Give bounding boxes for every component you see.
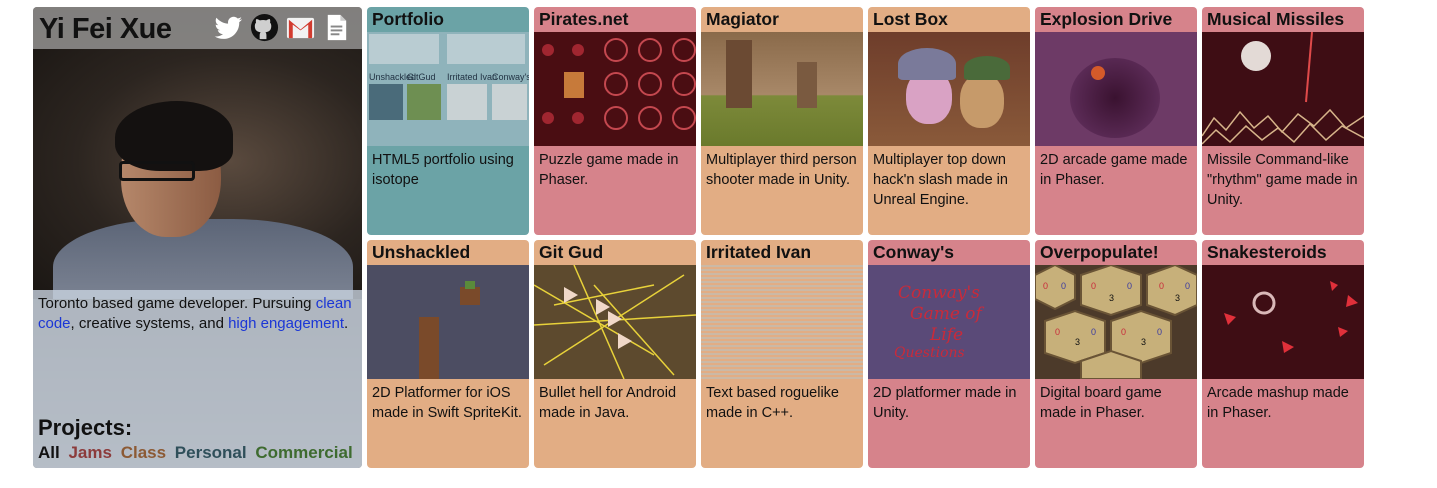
project-title: Pirates.net: [539, 9, 629, 29]
project-thumbnail: [701, 265, 863, 379]
project-thumbnail: [534, 265, 696, 379]
filter-personal[interactable]: Personal: [174, 443, 247, 462]
project-title: Git Gud: [539, 242, 604, 262]
project-tile-git-gud[interactable]: Git Gud Bullet hell for Android made in …: [534, 240, 696, 468]
profile-photo: [33, 49, 362, 299]
project-description: 2D arcade game made in Phaser.: [1040, 152, 1188, 188]
project-tile-lost-box[interactable]: Lost Box Multiplayer top down hack'n sla…: [868, 7, 1030, 235]
project-thumbnail: Unshackled GitGud Irritated Ivan Conway'…: [367, 32, 529, 146]
projects-heading: Projects:: [38, 415, 133, 440]
project-description: Arcade mashup made in Phaser.: [1207, 385, 1349, 421]
project-tile-snakesteroids[interactable]: Snakesteroids Arcade mashup made in Phas…: [1202, 240, 1364, 468]
project-thumbnail: 0 0 0 3 0 3 0 0 3 0 0 3 0 0: [1035, 265, 1197, 379]
filter-jams[interactable]: Jams: [68, 443, 112, 462]
project-description: Missile Command-like "rhythm" game made …: [1207, 152, 1358, 208]
gmail-icon[interactable]: [285, 12, 316, 43]
project-tile-portfolio[interactable]: Portfolio Unshackled GitGud Irritated Iv…: [367, 7, 529, 235]
project-description: 2D platformer made in Unity.: [873, 385, 1017, 421]
project-thumbnail: [367, 265, 529, 379]
filter-commercial[interactable]: Commercial: [255, 443, 353, 462]
project-thumbnail: [1035, 32, 1197, 146]
project-thumbnail: [701, 32, 863, 146]
project-title: Portfolio: [372, 9, 444, 29]
filter-class[interactable]: Class: [120, 443, 167, 462]
project-description: Puzzle game made in Phaser.: [539, 152, 679, 188]
project-description: 2D Platformer for iOS made in Swift Spri…: [372, 385, 522, 421]
document-icon[interactable]: [321, 12, 352, 43]
project-description: Bullet hell for Android made in Java.: [539, 385, 677, 421]
high-engagement-link[interactable]: high engagement: [228, 315, 345, 332]
twitter-icon[interactable]: [213, 12, 244, 43]
project-thumbnail: [868, 32, 1030, 146]
social-links: [213, 12, 352, 43]
project-title: Overpopulate!: [1040, 242, 1159, 262]
project-tile-irritated-ivan[interactable]: Irritated Ivan Text based roguelike made…: [701, 240, 863, 468]
github-icon[interactable]: [249, 12, 280, 43]
project-title: Conway's: [873, 242, 954, 262]
project-description: Multiplayer third person shooter made in…: [706, 152, 857, 188]
project-description: HTML5 portfolio using isotope: [372, 152, 514, 188]
project-description: Text based roguelike made in C++.: [706, 385, 839, 421]
project-title: Lost Box: [873, 9, 948, 29]
project-tile-overpopulate[interactable]: Overpopulate! 0 0 0 3 0 3 0 0 3 0 0 3 0 …: [1035, 240, 1197, 468]
project-tile-magiator[interactable]: Magiator Multiplayer third person shoote…: [701, 7, 863, 235]
profile-header: Yi Fei Xue: [33, 7, 362, 49]
project-title: Explosion Drive: [1040, 9, 1173, 29]
project-thumbnail: [1202, 265, 1364, 379]
project-tile-unshackled[interactable]: Unshackled 2D Platformer for iOS made in…: [367, 240, 529, 468]
project-tile-conways[interactable]: Conway's Conway's Game of Life Questions…: [868, 240, 1030, 468]
project-thumbnail: [1202, 32, 1364, 146]
project-filters: All Jams Class Personal Commercial: [38, 443, 357, 463]
project-title: Unshackled: [372, 242, 471, 262]
clean-code-link[interactable]: clean code: [38, 295, 352, 332]
project-title: Irritated Ivan: [706, 242, 812, 262]
project-tile-musical-missiles[interactable]: Musical Missiles Missile Command-like "r…: [1202, 7, 1364, 235]
project-thumbnail: [534, 32, 696, 146]
filter-all[interactable]: All: [38, 443, 60, 462]
project-tile-pirates-net[interactable]: Pirates.net Puzzle game made in Phaser.: [534, 7, 696, 235]
bio-text: Toronto based game developer. Pursuing c…: [38, 295, 352, 332]
project-tile-explosion-drive[interactable]: Explosion Drive 2D arcade game made in P…: [1035, 7, 1197, 235]
project-title: Musical Missiles: [1207, 9, 1345, 29]
project-thumbnail: Conway's Game of Life Questions: [868, 265, 1030, 379]
site-title: Yi Fei Xue: [39, 13, 172, 45]
project-description: Multiplayer top down hack'n slash made i…: [873, 152, 1008, 208]
project-title: Snakesteroids: [1207, 242, 1327, 262]
profile-card: Yi Fei Xue Toronto based game developer.…: [33, 7, 362, 468]
project-description: Digital board game made in Phaser.: [1040, 385, 1162, 421]
project-title: Magiator: [706, 9, 779, 29]
about-panel: Toronto based game developer. Pursuing c…: [33, 290, 362, 468]
